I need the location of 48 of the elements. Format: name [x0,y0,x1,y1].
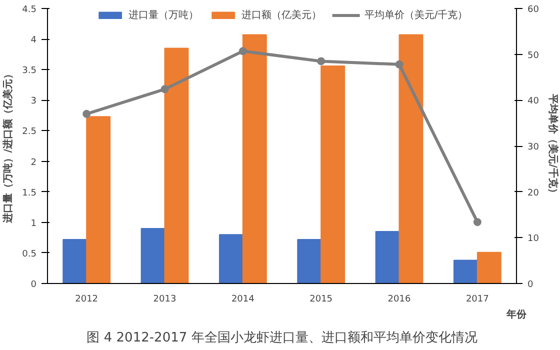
legend-label: 平均单价（美元/千克） [364,8,468,22]
bar [140,228,166,284]
y2-tick-label: 10 [528,234,540,244]
y-tick-label: 0.5 [22,249,37,260]
point [395,60,404,68]
x-tick-label: 2017 [466,294,489,304]
y-tick-label: 4.5 [22,5,37,15]
bar [218,234,244,284]
bar [320,65,346,284]
y2-tick-label: 60 [528,5,540,15]
point [317,57,326,66]
y-axis-title: 进口量（万吨）/进口额（亿美元） [2,69,14,224]
y2-tick-label: 30 [528,142,540,152]
bar [242,34,267,284]
y-tick-label: 3.5 [22,66,37,76]
y2-tick-label: 0 [528,280,534,290]
y2-axis-title: 平均单价（美元/千克） [546,93,559,198]
y-tick-label: 3 [30,96,37,107]
y2-tick-label: 40 [528,96,540,107]
legend-label: 进口量（万吨） [128,8,198,22]
x-tick-label: 2015 [310,294,333,304]
point [238,47,247,56]
text: 图 4 2012-2017 年全国小龙虾进口量、进口额和平均单价变化情况 [86,330,478,346]
y-tick-label: 4 [30,36,37,46]
y2-tick-label: 20 [528,188,540,198]
x-tick-label: 2012 [75,294,98,304]
y-tick-label: 1 [30,218,37,229]
bar [398,34,424,284]
y-tick-label: 2 [30,158,37,168]
x-tick-label: 2014 [231,294,255,304]
y2-tick-label: 50 [528,50,540,61]
bar [86,116,111,284]
bar [297,239,322,284]
point [82,110,91,118]
x-tick-label: 2016 [388,294,411,304]
bar [164,48,189,284]
x-tick-label: 2013 [153,294,176,304]
y-tick-label: 2.5 [22,127,37,138]
y-tick-label: 1.5 [22,188,37,198]
legend-label: 进口额（亿美元） [241,8,322,22]
y-tick-label: 0 [30,280,37,290]
point [473,218,482,226]
bar [453,260,478,284]
bar [62,239,88,284]
x-axis-title: 年份 [506,308,528,320]
bar [476,252,502,284]
point [160,85,169,94]
bar [375,231,400,284]
